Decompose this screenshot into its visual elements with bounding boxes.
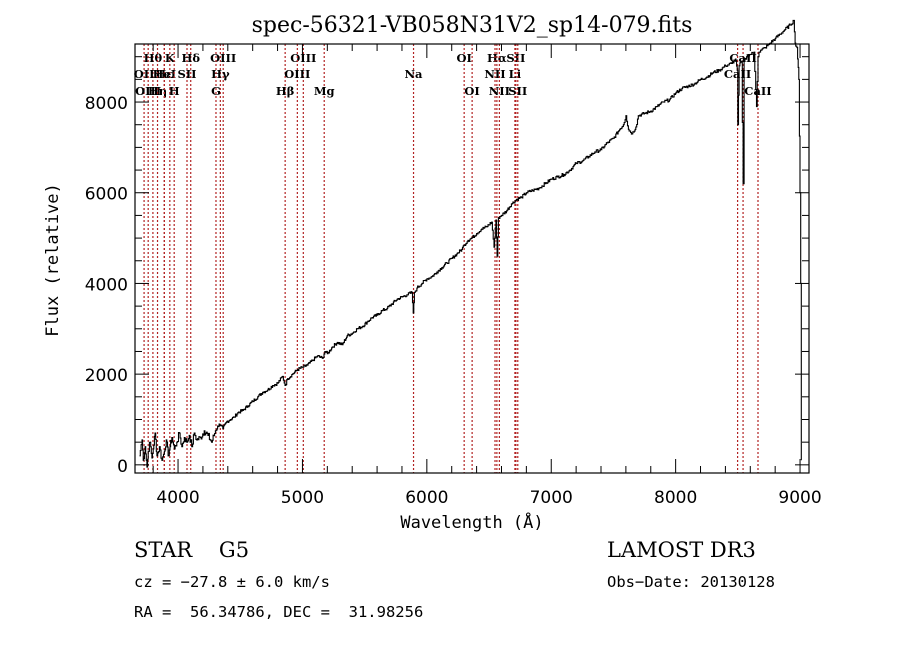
marker-label: OIII — [210, 51, 236, 65]
marker-label: Hδ — [181, 51, 200, 65]
y-tick-label: 2000 — [85, 366, 128, 386]
marker-label: OIII — [284, 67, 310, 81]
marker-label: Hθ — [144, 51, 163, 65]
marker-label: Hβ — [276, 84, 295, 98]
x-tick-label: 7000 — [530, 488, 573, 508]
marker-label: SII — [508, 84, 527, 98]
marker-label: SII — [506, 51, 525, 65]
survey-label: LAMOST DR3 — [607, 538, 756, 562]
marker-label: Hα — [487, 51, 507, 65]
marker-label: NII — [484, 67, 505, 81]
coordinates-label: RA = 56.34786, DEC = 31.98256 — [134, 603, 424, 621]
classification-label: STAR G5 — [134, 538, 250, 562]
marker-label: Hγ — [211, 67, 230, 81]
marker-label: OI — [456, 51, 471, 65]
x-axis-label: Wavelength (Å) — [400, 511, 543, 533]
y-axis-label: Flux (relative) — [43, 183, 63, 337]
marker-label: OI — [464, 84, 479, 98]
marker-label: OIII — [290, 51, 316, 65]
marker-label: NII — [489, 84, 510, 98]
x-tick-label: 5000 — [281, 488, 324, 508]
marker-label: OII — [134, 67, 155, 81]
plot-frame — [134, 43, 810, 474]
axis-ticks — [135, 44, 809, 473]
x-tick-label: 6000 — [405, 488, 448, 508]
marker-label: H — [169, 84, 180, 98]
marker-label: SII — [177, 67, 196, 81]
x-tick-label: 9000 — [778, 488, 821, 508]
marker-label: Hη — [148, 84, 167, 98]
marker-label: G — [211, 84, 221, 98]
marker-label: OIII — [135, 84, 161, 98]
y-tick-label: 4000 — [85, 275, 128, 295]
marker-label: Na — [405, 67, 424, 81]
x-tick-label: 8000 — [654, 488, 697, 508]
chart-title: spec-56321-VB058N31V2_sp14-079.fits — [252, 13, 693, 38]
tick-labels: 4000 5000 6000 7000 8000 9000 0 2000 4000 6000 800… — [85, 94, 822, 508]
redshift-label: cz = −27.8 ± 6.0 km/s — [134, 573, 330, 591]
y-tick-label: 8000 — [85, 94, 128, 114]
spectrum-series — [139, 19, 802, 468]
y-tick-label: 6000 — [85, 185, 128, 205]
marker-label: Mg — [314, 84, 335, 98]
marker-label: K — [165, 51, 176, 65]
y-tick-label: 0 — [117, 457, 128, 477]
marker-label: Li — [509, 67, 522, 81]
x-tick-label: 4000 — [156, 488, 199, 508]
marker-label: HeI — [153, 67, 177, 81]
spectrum-line — [139, 19, 802, 468]
marker-label: CaII — [744, 84, 771, 98]
obs-date-label: Obs−Date: 20130128 — [607, 573, 775, 591]
